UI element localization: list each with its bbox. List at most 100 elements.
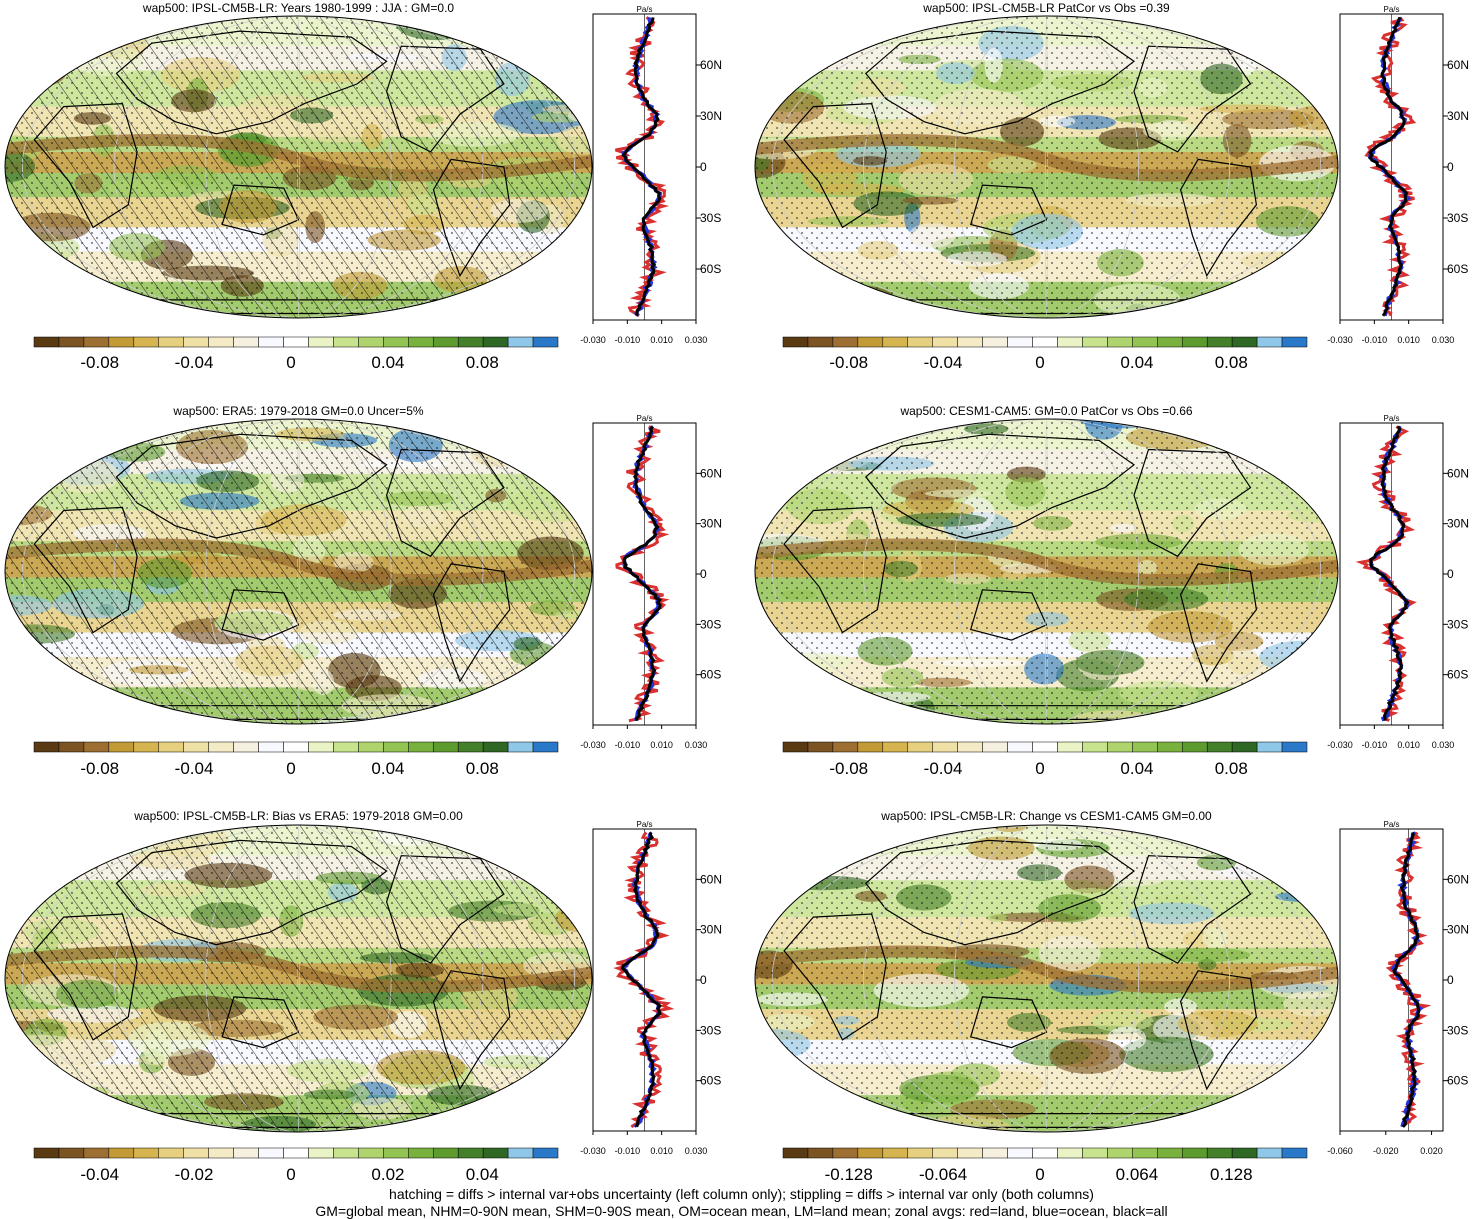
colorbar-cell [208,741,234,753]
colorbar-cell [183,1147,209,1159]
footer-line-2: GM=global mean, NHM=0-90N mean, SHM=0-90… [315,1203,1168,1219]
zonal-ytick-label: 30N [1447,109,1469,123]
zonal-ytick-label: 30N [700,923,722,937]
map-blob [506,445,531,464]
zonal-xtick-label: -0.030 [580,335,606,345]
panel-p1: wap500: IPSL-CM5B-LR: Years 1980-1999 : … [4,1,722,372]
zonal-series-all [621,17,662,317]
zonal-series-all [1368,425,1410,721]
colorbar-cell [432,741,459,753]
panel-title: wap500: ERA5: 1979-2018 GM=0.0 Uncer=5% [172,404,423,418]
colorbar-cell [907,741,933,753]
colorbar-cell [907,1147,933,1159]
colorbar-cell [383,336,409,348]
colorbar-cell [58,336,85,348]
colorbar-cell [108,741,135,753]
colorbar-cell [158,1147,184,1159]
map-blob [755,1101,812,1131]
colorbar-cell [83,336,110,348]
zonal-xtick-label: 0.030 [685,740,708,750]
panel-p2: wap500: IPSL-CM5B-LR PatCor vs Obs =0.39… [754,1,1469,372]
colorbar-cell [432,336,459,348]
colorbar-tick-label: 0.064 [1116,1165,1159,1184]
colorbar-cell [183,336,209,348]
colorbar-cell [507,741,534,753]
zonal-xtick-label: 0.010 [1397,740,1420,750]
colorbar-cell [882,741,909,753]
map-blob [5,825,75,840]
colorbar-cell [1231,336,1258,348]
zonal-ytick-label: 30S [1447,211,1468,225]
colorbar-cell [358,741,384,753]
zonal-ytick-label: 60S [700,668,721,682]
colorbar-cell [283,1147,309,1159]
zonal-unit: Pa/s [1383,414,1399,423]
colorbar: -0.08 -0.04 0 0.04 0.08 [782,336,1308,372]
map-blob [510,850,592,873]
colorbar-cell [58,1147,85,1159]
colorbar-tick-label: 0.08 [466,759,499,778]
map-blob [506,419,592,444]
zonal-ytick-label: 60N [700,466,722,480]
colorbar-tick-label: 0 [1035,353,1044,372]
colorbar-cell [83,1147,110,1159]
colorbar-cell [1107,741,1133,753]
colorbar-cell [1057,1147,1083,1159]
colorbar-cell [208,336,234,348]
zonal-ytick-label: 30N [700,109,722,123]
colorbar-cell [1206,741,1233,753]
colorbar-cell [283,741,309,753]
colorbar-tick-label: 0.08 [1215,353,1248,372]
colorbar-tick-label: 0 [1035,1165,1044,1184]
map-blob [380,718,431,724]
colorbar-cell [1157,336,1183,348]
colorbar-cell [133,336,160,348]
colorbar-cell [158,336,184,348]
map-outline [754,418,1339,725]
map-blob [461,695,478,719]
colorbar-cell [58,741,85,753]
map-field [755,825,1338,1132]
colorbar-cell [408,336,434,348]
colorbar-cell [1107,336,1133,348]
colorbar-cell [1082,1147,1108,1159]
zonal-ytick-label: 60S [1447,668,1468,682]
colorbar-cell [1281,336,1308,348]
colorbar-cell [432,1147,459,1159]
zonal-unit: Pa/s [636,414,652,423]
map-field [5,419,592,724]
map-blob [6,16,79,22]
colorbar-cell [258,741,284,753]
colorbar: -0.08 -0.04 0 0.04 0.08 [33,336,559,372]
map-blob [1296,478,1320,493]
colorbar-cell [408,1147,434,1159]
map-blob [5,702,54,724]
map-blob [5,825,27,846]
zonal-xtick-label: -0.010 [615,740,641,750]
colorbar-cell [1057,336,1083,348]
panel-p4: wap500: CESM1-CAM5: GM=0.0 PatCor vs Obs… [754,404,1469,778]
map-blob [1251,684,1338,695]
zonal-xtick-label: 0.010 [650,335,673,345]
zonal-ytick-label: 30S [700,617,721,631]
zonal-mean-plot: Pa/s 60N 30N 0 30S 60S -0.030 -0.010 0.010 0.030 [580,820,722,1156]
colorbar-tick-label: -0.08 [829,759,868,778]
colorbar-cell [1231,741,1258,753]
stippling [755,825,1338,1132]
zonal-ytick-label: 60N [1447,872,1469,886]
colorbar-tick-label: -0.04 [80,1165,119,1184]
colorbar-cell [1082,741,1108,753]
colorbar: -0.128 -0.064 0 0.064 0.128 [782,1147,1308,1184]
map-blob [5,430,61,461]
colorbar-cell [33,336,60,348]
zonal-unit: Pa/s [1383,5,1399,14]
zonal-xtick-label: -0.010 [1362,740,1388,750]
map-outline [4,15,593,319]
colorbar-cell [1132,1147,1158,1159]
colorbar-cell [1007,1147,1033,1159]
map-blob [1205,1116,1233,1132]
zonal-ytick-label: 0 [700,973,707,987]
colorbar-cell [982,741,1008,753]
zonal-ytick-label: 60N [700,58,722,72]
